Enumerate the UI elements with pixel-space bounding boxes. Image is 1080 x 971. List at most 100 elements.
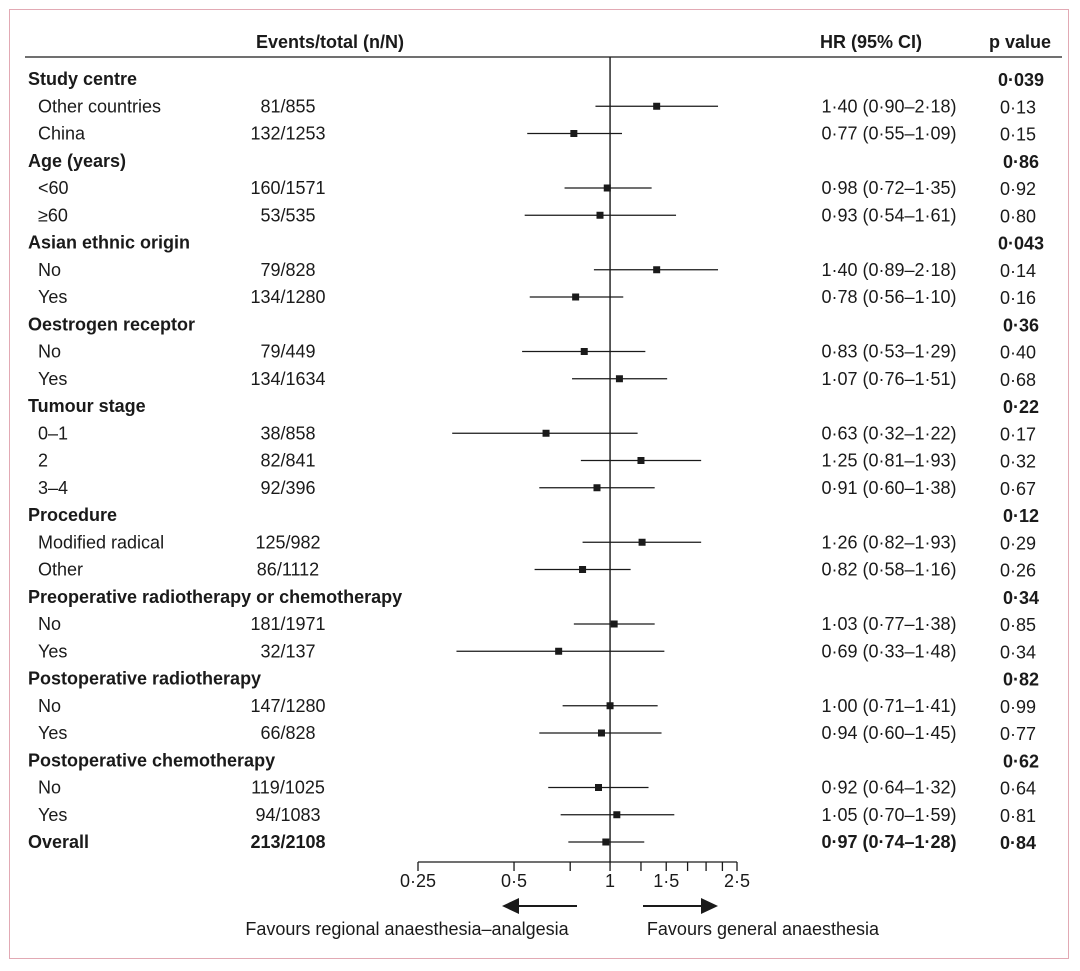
forest-row: China 132/1253 0·77 (0·55–1·09) 0·15: [38, 124, 1036, 145]
hr-point: [602, 838, 610, 846]
row-p-value: 0·26: [1000, 561, 1036, 581]
forest-row: Yes 134/1634 1·07 (0·76–1·51) 0·68: [38, 369, 1036, 390]
x-tick-label: 2·5: [724, 871, 750, 891]
group-row: Oestrogen receptor 0·36: [28, 314, 1039, 335]
row-events: 79/828: [260, 260, 315, 280]
group-label: Study centre: [28, 69, 137, 89]
forest-row: No 79/828 1·40 (0·89–2·18) 0·14: [38, 260, 1036, 281]
row-hr-ci: 1·25 (0·81–1·93): [821, 451, 956, 471]
row-events: 32/137: [260, 641, 315, 661]
hr-point: [593, 484, 601, 492]
row-label: ≥60: [38, 205, 68, 225]
favours-left-arrow: [502, 898, 577, 914]
group-p-value: 0·36: [1003, 315, 1039, 335]
group-label: Preoperative radiotherapy or chemotherap…: [28, 587, 402, 607]
hr-point: [570, 130, 578, 137]
x-axis: 0·25 0·5 1 1·5 2·5: [400, 861, 750, 891]
row-label: No: [38, 260, 61, 280]
row-hr-ci: 0·69 (0·33–1·48): [821, 641, 956, 661]
row-hr-ci: 1·26 (0·82–1·93): [821, 532, 956, 552]
row-p-value: 0·77: [1000, 724, 1036, 744]
x-tick-label: 0·25: [400, 871, 436, 891]
row-events: 125/982: [255, 532, 320, 552]
row-events: 160/1571: [250, 178, 325, 198]
row-p-value: 0·99: [1000, 697, 1036, 717]
row-label: Modified radical: [38, 532, 164, 552]
row-events: 213/2108: [250, 832, 325, 852]
row-hr-ci: 1·00 (0·71–1·41): [821, 696, 956, 716]
forest-row: 3–4 92/396 0·91 (0·60–1·38) 0·67: [38, 478, 1036, 499]
hr-point: [653, 102, 661, 110]
group-label: Age (years): [28, 151, 126, 171]
row-label: <60: [38, 178, 69, 198]
row-p-value: 0·64: [1000, 779, 1036, 799]
row-events: 82/841: [260, 451, 315, 471]
row-hr-ci: 0·97 (0·74–1·28): [821, 832, 956, 852]
group-p-value: 0·86: [1003, 152, 1039, 172]
forest-rows: Study centre 0·039 Other countries 81/855 1·…: [28, 57, 1044, 862]
hr-point: [653, 266, 661, 274]
row-p-value: 0·29: [1000, 533, 1036, 553]
forest-row: No 147/1280 1·00 (0·71–1·41) 0·99: [38, 696, 1036, 717]
group-row: Age (years) 0·86: [28, 151, 1039, 172]
group-label: Tumour stage: [28, 396, 146, 416]
row-hr-ci: 0·98 (0·72–1·35): [821, 178, 956, 198]
hr-point: [610, 620, 618, 628]
hr-point: [555, 647, 563, 655]
row-p-value: 0·16: [1000, 288, 1036, 308]
header-events: Events/total (n/N): [256, 32, 404, 52]
figure-frame: [9, 9, 1069, 959]
row-events: 66/828: [260, 723, 315, 743]
hr-point: [613, 811, 621, 819]
row-events: 53/535: [260, 205, 315, 225]
x-tick-label: 1: [605, 871, 615, 891]
row-events: 81/855: [260, 96, 315, 116]
row-p-value: 0·84: [1000, 833, 1036, 853]
row-label: Yes: [38, 723, 67, 743]
group-p-value: 0·62: [1003, 751, 1039, 771]
group-label: Postoperative chemotherapy: [28, 750, 275, 770]
group-p-value: 0·12: [1003, 506, 1039, 526]
row-events: 132/1253: [250, 124, 325, 144]
row-events: 181/1971: [250, 614, 325, 634]
row-events: 94/1083: [255, 805, 320, 825]
row-events: 147/1280: [250, 696, 325, 716]
forest-row: Yes 134/1280 0·78 (0·56–1·10) 0·16: [38, 287, 1036, 308]
group-label: Procedure: [28, 505, 117, 525]
row-hr-ci: 0·91 (0·60–1·38): [821, 478, 956, 498]
row-label: Yes: [38, 641, 67, 661]
row-hr-ci: 1·03 (0·77–1·38): [821, 614, 956, 634]
hr-point: [579, 566, 587, 573]
group-p-value: 0·34: [1003, 588, 1039, 608]
row-hr-ci: 1·40 (0·89–2·18): [821, 260, 956, 280]
row-events: 38/858: [260, 423, 315, 443]
row-label: No: [38, 778, 61, 798]
forest-row: Overall 213/2108 0·97 (0·74–1·28) 0·84: [28, 832, 1036, 853]
row-label: 2: [38, 451, 48, 471]
row-hr-ci: 0·63 (0·32–1·22): [821, 423, 956, 443]
row-events: 86/1112: [257, 560, 319, 580]
group-label: Postoperative radiotherapy: [28, 669, 261, 689]
x-tick-label: 1·5: [653, 871, 679, 891]
forest-row: Other countries 81/855 1·40 (0·90–2·18) 0·1…: [38, 96, 1036, 117]
row-p-value: 0·32: [1000, 452, 1036, 472]
hr-point: [572, 293, 580, 301]
row-p-value: 0·81: [1000, 806, 1036, 826]
group-row: Tumour stage 0·22: [28, 396, 1039, 417]
group-p-value: 0·22: [1003, 397, 1039, 417]
row-label: Other: [38, 560, 83, 580]
row-label: Yes: [38, 287, 67, 307]
row-events: 134/1280: [250, 287, 325, 307]
row-label: China: [38, 124, 86, 144]
row-hr-ci: 1·07 (0·76–1·51): [821, 369, 956, 389]
hr-point: [597, 729, 605, 737]
row-p-value: 0·67: [1000, 479, 1036, 499]
row-hr-ci: 0·92 (0·64–1·32): [821, 778, 956, 798]
row-events: 92/396: [260, 478, 315, 498]
forest-row: No 181/1971 1·03 (0·77–1·38) 0·85: [38, 614, 1036, 635]
group-row: Study centre 0·039: [28, 69, 1044, 90]
hr-point: [638, 538, 646, 546]
hr-point: [606, 702, 614, 710]
row-hr-ci: 0·94 (0·60–1·45): [821, 723, 956, 743]
